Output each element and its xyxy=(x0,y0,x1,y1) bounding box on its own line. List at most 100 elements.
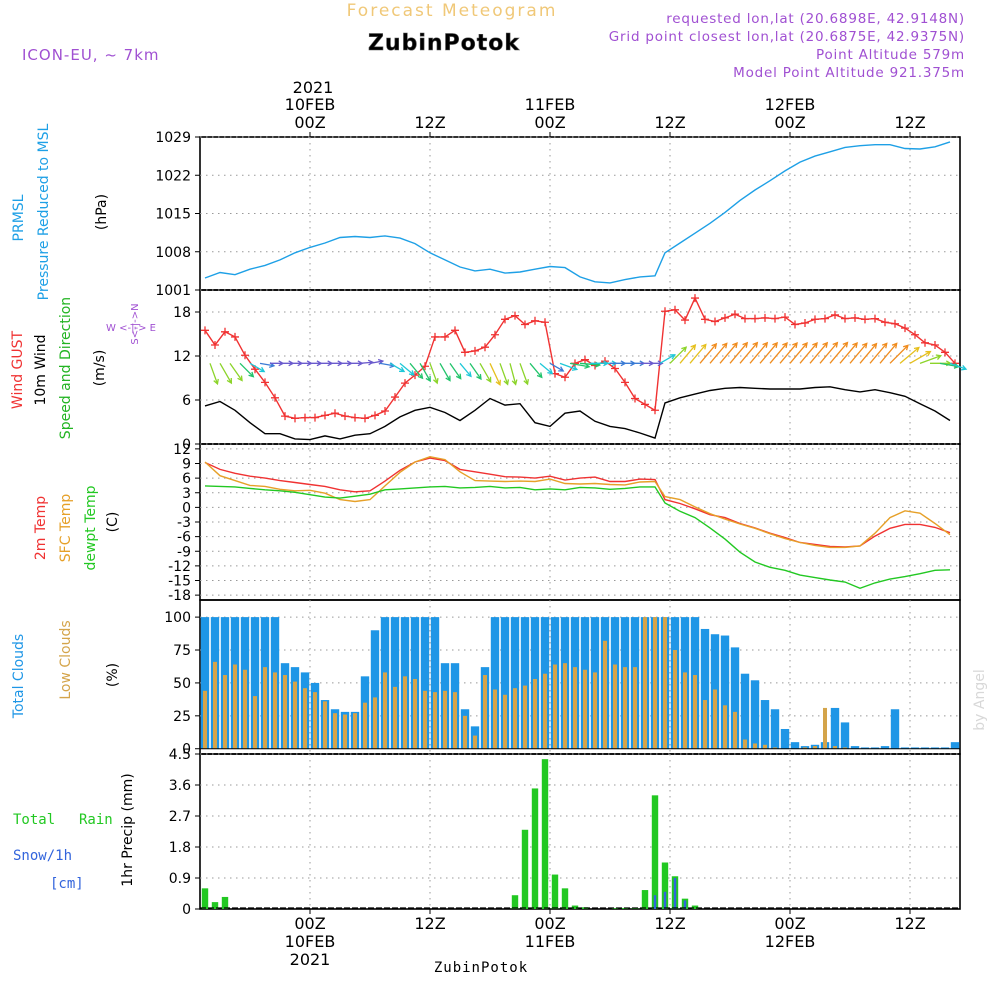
gust-marker xyxy=(371,411,379,420)
wind-arrow xyxy=(769,341,788,364)
low-cloud-bar xyxy=(213,661,217,749)
wind-arrow xyxy=(919,354,943,364)
gust-marker xyxy=(901,324,909,333)
gust-marker xyxy=(821,314,829,323)
cloud-bars xyxy=(200,617,960,750)
wind-arrow xyxy=(739,341,759,364)
bottom-hour-label: 00Z xyxy=(294,914,325,933)
rain-bar xyxy=(651,795,659,909)
gust-marker xyxy=(381,407,389,415)
low-cloud-bar xyxy=(603,640,607,749)
gust-marker xyxy=(681,316,689,325)
low-cloud-bar xyxy=(703,700,707,749)
wind-gust-label: Wind GUST xyxy=(10,330,26,409)
gust-marker xyxy=(361,414,369,423)
wind-arrow xyxy=(899,346,920,364)
gust-marker xyxy=(861,315,869,324)
wind-tick-label: 0 xyxy=(182,437,191,453)
gust-marker xyxy=(481,343,489,352)
total-clouds-label: Total Clouds xyxy=(11,634,27,719)
gust-marker xyxy=(351,413,359,422)
temp-sfc-label: SFC Temp xyxy=(58,494,74,563)
sfc-temp-line xyxy=(204,455,951,549)
temp-tick-label: -18 xyxy=(168,588,191,604)
low-clouds-label: Low Clouds xyxy=(58,620,74,699)
gust-marker xyxy=(851,313,859,322)
wind-arrow xyxy=(869,342,888,364)
temp-tick-label: -15 xyxy=(168,574,191,590)
low-cloud-bar xyxy=(763,744,767,749)
wind-arrow xyxy=(249,362,266,373)
wind-arrow xyxy=(749,341,769,364)
low-cloud-bar xyxy=(593,672,597,749)
rain-bar xyxy=(691,905,699,909)
pressure-label-long: Pressure Reduced to MSL xyxy=(36,123,52,300)
low-cloud-bar xyxy=(653,617,657,749)
bottom-date-label: 12FEB xyxy=(765,932,816,951)
total-cloud-bar xyxy=(940,747,950,749)
low-cloud-bar xyxy=(663,617,667,749)
wind-arrow xyxy=(399,362,415,376)
pressure-tick-label: 1001 xyxy=(155,283,191,299)
gust-marker xyxy=(661,307,669,316)
rain-bar xyxy=(201,888,209,909)
low-cloud-bar xyxy=(753,743,757,749)
wind-arrow xyxy=(509,363,518,386)
wind-arrow xyxy=(789,341,808,364)
wind-arrow xyxy=(419,363,431,383)
wind-arrow xyxy=(469,362,482,381)
chart-title: Forecast Meteogram xyxy=(347,1,558,21)
low-cloud-bar xyxy=(293,681,297,749)
wind-arrow xyxy=(499,363,510,386)
top-hour-label: 12Z xyxy=(654,113,685,132)
total-cloud-bar xyxy=(830,707,840,749)
compass-sn: S<-|->N xyxy=(130,303,141,344)
gust-marker xyxy=(321,411,329,420)
low-cloud-bar xyxy=(583,669,587,749)
cloud-unit: (%) xyxy=(105,663,121,687)
gust-marker xyxy=(781,313,789,322)
wind-10m-line xyxy=(204,386,951,441)
wind-arrow xyxy=(239,362,255,378)
low-cloud-bar xyxy=(633,667,637,749)
top-date-label: 12FEB xyxy=(765,95,816,114)
gust-marker xyxy=(561,373,569,382)
low-cloud-bar xyxy=(343,714,347,749)
gust-marker xyxy=(231,332,239,341)
model-label: ICON-EU, ~ 7km xyxy=(22,46,160,64)
low-cloud-bar xyxy=(513,688,517,749)
wind-arrow xyxy=(519,363,529,386)
temp-tick-label: -6 xyxy=(177,530,191,546)
point-altitude: Point Altitude 579m xyxy=(816,47,965,63)
wind-direction-arrows xyxy=(209,341,968,386)
total-cloud-bar xyxy=(930,747,940,749)
low-cloud-bar xyxy=(773,747,777,749)
gust-marker xyxy=(401,379,409,388)
gust-marker xyxy=(281,412,289,421)
bottom-hour-label: 12Z xyxy=(654,914,685,933)
low-cloud-bar xyxy=(423,690,427,749)
gust-marker xyxy=(501,315,509,324)
low-cloud-bar xyxy=(263,667,267,749)
total-cloud-bar xyxy=(730,647,740,749)
wind-arrow xyxy=(459,362,472,378)
total-cloud-bar xyxy=(390,617,400,749)
wind-tick-label: 6 xyxy=(182,393,191,409)
gust-marker xyxy=(701,315,709,324)
total-cloud-bar xyxy=(500,617,510,749)
rain-bar xyxy=(611,908,619,909)
snow-bar xyxy=(683,900,687,909)
low-cloud-bar xyxy=(823,707,827,749)
total-cloud-bar xyxy=(700,628,710,749)
rain-bar xyxy=(641,890,649,909)
wind-arrow xyxy=(849,342,868,364)
gust-marker xyxy=(791,320,799,329)
gust-marker xyxy=(521,320,529,329)
bottom-date-label: 11FEB xyxy=(525,932,576,951)
gust-marker xyxy=(441,332,449,341)
temp-tick-label: -12 xyxy=(168,559,191,575)
gust-marker xyxy=(201,326,209,335)
low-cloud-bar xyxy=(723,705,727,749)
wind-arrow xyxy=(799,341,818,364)
compass-we: W <-|-> E xyxy=(106,323,156,334)
